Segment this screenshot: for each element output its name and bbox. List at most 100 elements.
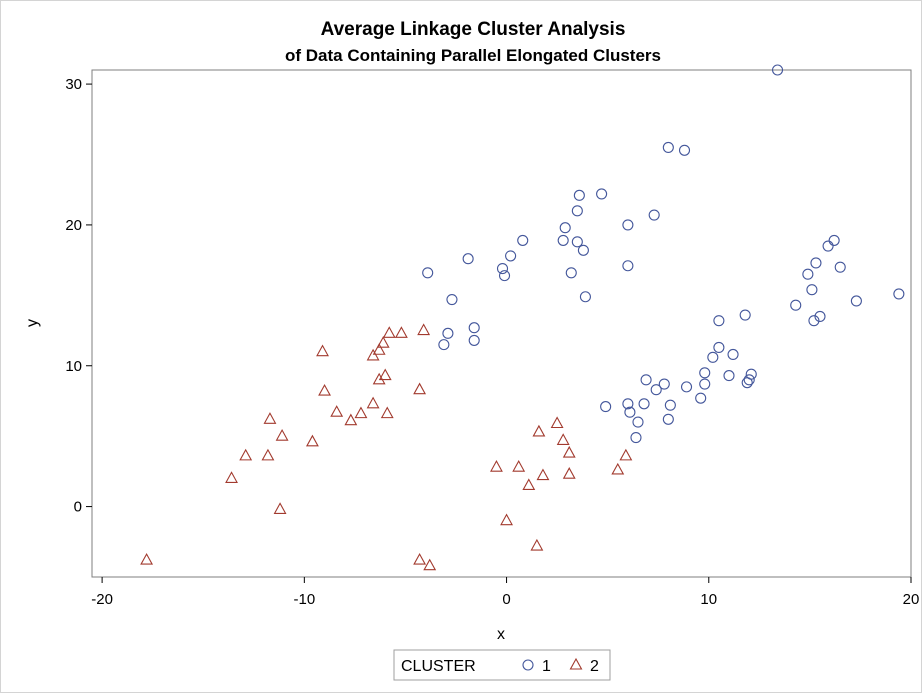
y-tick-label: 10: [65, 358, 82, 375]
y-axis-label: y: [24, 319, 41, 327]
cluster-1-point: [810, 257, 822, 269]
cluster-1-point: [496, 263, 509, 275]
cluster-2-point: [261, 448, 275, 461]
cluster-1-point: [579, 291, 591, 303]
cluster-1-point: [505, 250, 517, 262]
legend-title: CLUSTER: [401, 658, 476, 675]
legend-triangle-icon: [569, 657, 583, 670]
y-tick-label: 0: [74, 499, 82, 516]
cluster-1-point: [822, 240, 834, 252]
cluster-2-point: [382, 326, 396, 338]
cluster-1-point: [650, 384, 662, 396]
cluster-1-point: [658, 378, 670, 390]
cluster-1-point: [741, 377, 753, 389]
cluster-2-point: [318, 383, 331, 396]
cluster-1-point: [638, 398, 650, 410]
cluster-1-point: [596, 188, 608, 200]
cluster-1-point: [571, 205, 583, 217]
legend-circle-icon: [522, 659, 534, 671]
chart-title: Average Linkage Cluster Analysis: [321, 19, 626, 40]
cluster-2-point: [330, 405, 344, 417]
plot-area: [91, 69, 912, 578]
cluster-2-point: [532, 424, 546, 437]
cluster-1-point: [678, 144, 691, 156]
x-axis: -20 -10 0 10 20: [91, 577, 919, 608]
legend-box: [393, 649, 611, 681]
legend-label-2: 2: [590, 658, 599, 675]
cluster-2-point: [413, 552, 427, 565]
cluster-1-point: [808, 315, 820, 327]
cluster-2-point: [376, 336, 390, 348]
cluster-1-point: [468, 334, 480, 346]
cluster-2-point: [140, 552, 154, 565]
cluster-1-point: [713, 341, 725, 353]
cluster-2-point: [556, 433, 570, 445]
cluster-1-point: [802, 268, 814, 280]
cluster-1-point: [662, 141, 674, 154]
cluster-1-point: [462, 253, 474, 265]
cluster-1-point: [640, 374, 652, 386]
cluster-1-point: [806, 284, 818, 296]
cluster-1-point: [624, 406, 636, 418]
cluster-1-point: [622, 219, 634, 231]
cluster-1-point: [739, 309, 751, 321]
cluster-1-point: [743, 374, 755, 386]
x-tick-label: 10: [700, 591, 717, 608]
cluster-1-point: [790, 299, 802, 311]
cluster-2-point: [536, 468, 550, 481]
cluster-2-point: [366, 348, 380, 361]
cluster-1-point: [559, 222, 571, 234]
cluster-1-point: [622, 398, 634, 410]
cluster-2-point: [417, 323, 431, 336]
cluster-1-point: [695, 392, 707, 404]
cluster-1-point: [699, 378, 711, 390]
cluster-1-point: [648, 209, 660, 221]
chart-subtitle: of Data Containing Parallel Elongated Cl…: [285, 46, 661, 65]
cluster-1-point: [600, 401, 612, 413]
y-tick-label: 20: [65, 217, 82, 234]
y-axis: 0 10 20 30: [65, 76, 92, 516]
cluster-1-point: [699, 367, 711, 379]
cluster-1-point: [565, 267, 577, 279]
cluster-1-point: [662, 413, 674, 425]
cluster-1-point: [557, 234, 569, 246]
cluster-2-point: [562, 467, 576, 479]
cluster-1-point: [850, 295, 862, 307]
cluster-1-point: [573, 189, 585, 201]
cluster-2-point: [263, 412, 277, 424]
cluster-1-point: [834, 261, 846, 273]
cluster-1-point: [622, 260, 634, 272]
cluster-2-point: [394, 326, 408, 338]
cluster-2-point: [239, 448, 253, 461]
cluster-2-point: [500, 513, 513, 526]
cluster-1-point: [468, 322, 480, 334]
cluster-1-point: [630, 432, 642, 444]
cluster-1-point: [771, 64, 784, 76]
cluster-2-point: [344, 413, 358, 426]
legend-label-1: 1: [542, 658, 551, 675]
cluster-1-point: [442, 327, 454, 339]
cluster-2-point: [619, 448, 633, 461]
cluster-2-point: [372, 372, 386, 385]
cluster-2-point: [273, 502, 287, 514]
cluster-1-point: [893, 288, 905, 300]
x-tick-label: -20: [91, 591, 113, 608]
cluster-1-point: [814, 310, 826, 323]
x-axis-label: x: [497, 626, 505, 643]
cluster-1-point: [664, 399, 676, 411]
cluster-2-point: [366, 396, 380, 409]
cluster-1-point: [438, 339, 450, 351]
cluster-1-point: [632, 416, 644, 428]
cluster-1-point: [577, 244, 589, 256]
cluster-2-point: [512, 460, 526, 472]
cluster-1-point: [713, 315, 725, 327]
cluster-2-point: [305, 434, 319, 447]
cluster-1-point: [446, 294, 458, 306]
cluster-1-point: [498, 270, 511, 282]
legend: CLUSTER 1 2: [393, 649, 611, 681]
cluster-1-point: [680, 381, 693, 393]
cluster-2-point: [378, 368, 392, 381]
cluster-2-point: [372, 343, 386, 355]
